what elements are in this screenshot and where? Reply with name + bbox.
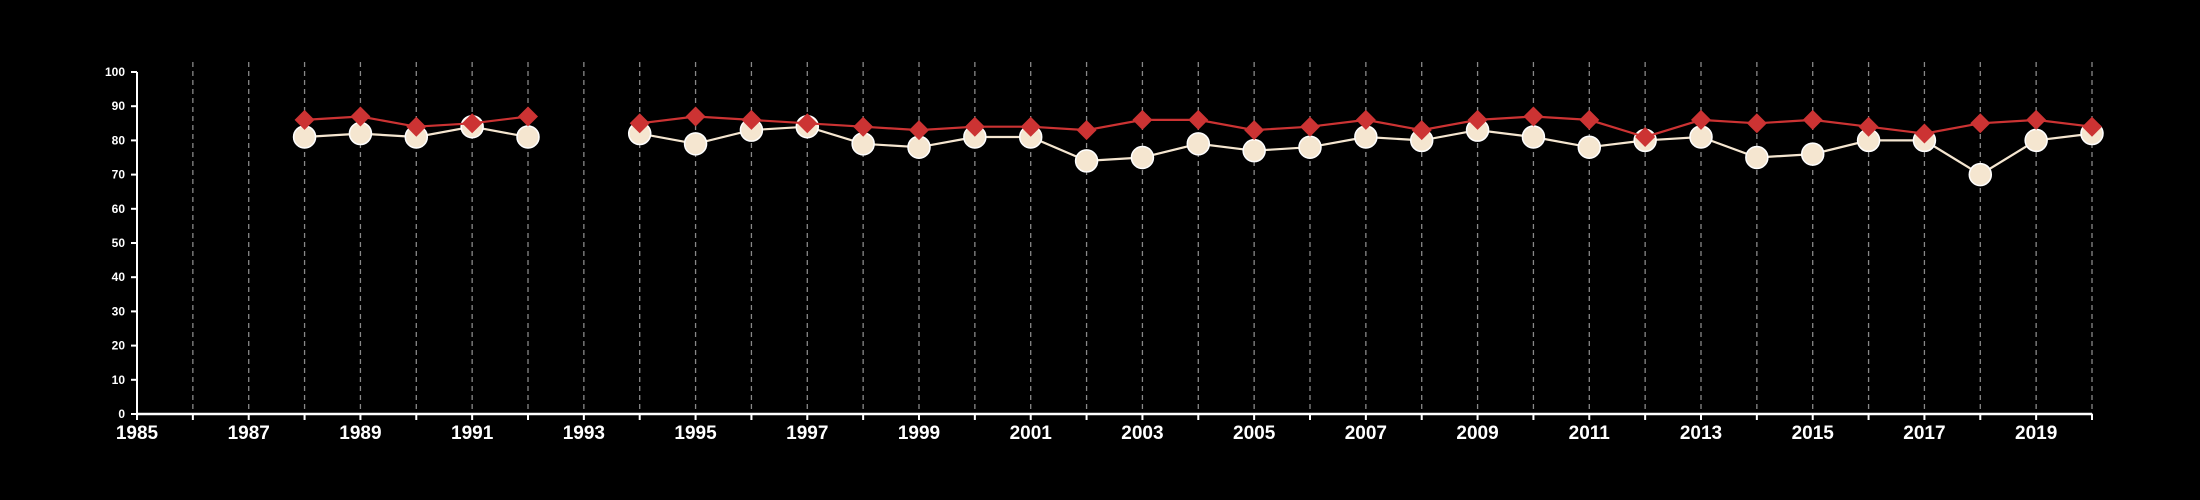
data-point-diamond: [853, 116, 874, 137]
data-point-diamond: [1020, 116, 1041, 137]
y-tick-label: 0: [118, 407, 125, 421]
data-point-circle: [1298, 135, 1322, 159]
x-tick-label: 1995: [674, 423, 717, 444]
data-point-diamond: [1858, 116, 1879, 137]
y-tick-label: 50: [112, 236, 126, 250]
data-point-circle: [683, 132, 708, 156]
data-point-circle: [1968, 162, 1993, 187]
y-tick-label: 20: [112, 339, 126, 353]
data-point-diamond: [1132, 109, 1153, 130]
data-point-diamond: [2082, 116, 2102, 137]
data-point-diamond: [797, 113, 818, 134]
y-tick-label: 100: [105, 65, 125, 79]
data-point-circle: [1074, 149, 1099, 173]
data-point-diamond: [1579, 109, 1600, 130]
y-axis-ticks: 0 10 20 30 40 50 60 70 80 90 100: [105, 65, 137, 421]
data-point-diamond: [1523, 106, 1544, 127]
axes: [136, 72, 2092, 416]
y-tick-label: 30: [112, 304, 126, 318]
x-tick-label: 1993: [563, 423, 605, 444]
series: [292, 106, 2104, 187]
data-point-circle: [1800, 142, 1825, 166]
x-tick-label: 1997: [786, 423, 828, 444]
x-tick-label: 2001: [1010, 423, 1053, 444]
data-point-diamond: [518, 106, 538, 127]
y-tick-label: 40: [112, 270, 126, 284]
data-point-diamond: [741, 109, 762, 130]
data-point-diamond: [1802, 109, 1823, 130]
data-point-diamond: [1244, 120, 1265, 141]
data-point-diamond: [685, 106, 706, 127]
x-tick-label: 2007: [1345, 423, 1387, 444]
data-point-circle: [2024, 128, 2048, 153]
data-point-circle: [1130, 145, 1155, 170]
data-point-circle: [1745, 145, 1769, 170]
x-tick-label: 2009: [1456, 423, 1498, 444]
x-tick-label: 1985: [116, 423, 159, 444]
y-tick-label: 10: [112, 373, 126, 387]
data-point-diamond: [964, 116, 985, 137]
y-tick-label: 80: [112, 133, 126, 147]
y-tick-label: 90: [112, 99, 126, 113]
data-point-diamond: [294, 109, 315, 130]
data-point-diamond: [462, 113, 483, 134]
data-point-diamond: [406, 116, 427, 137]
x-axis-ticks: 1985 1987 1989 1991 1993 1995 1997 1999 2001 2003…: [116, 414, 2093, 444]
x-tick-label: 2015: [1792, 423, 1835, 444]
data-point-diamond: [1188, 109, 1209, 130]
x-tick-label: 2005: [1233, 423, 1276, 444]
x-tick-label: 2017: [1903, 423, 1945, 444]
data-point-circle: [1242, 138, 1266, 163]
data-point-diamond: [1635, 126, 1656, 147]
series-diamond: [294, 106, 2102, 147]
data-point-diamond: [1300, 116, 1320, 137]
data-point-diamond: [909, 120, 929, 141]
data-point-diamond: [629, 113, 650, 134]
x-tick-label: 2013: [1680, 423, 1722, 444]
data-point-diamond: [1746, 113, 1767, 134]
x-tick-label: 2003: [1121, 423, 1163, 444]
data-point-diamond: [1076, 120, 1097, 141]
data-point-circle: [1521, 125, 1546, 149]
data-point-diamond: [1691, 109, 1711, 130]
data-point-diamond: [1970, 113, 1991, 134]
y-tick-label: 70: [112, 168, 126, 182]
data-point-diamond: [1914, 123, 1935, 144]
x-tick-label: 1999: [898, 423, 940, 444]
data-point-circle: [1186, 132, 1211, 156]
x-tick-label: 1987: [228, 423, 270, 444]
x-tick-label: 1991: [451, 423, 494, 444]
data-point-diamond: [350, 106, 371, 127]
data-point-circle: [1577, 135, 1602, 159]
data-point-circle: [516, 125, 540, 149]
data-point-diamond: [1411, 120, 1432, 141]
x-tick-label: 1989: [339, 423, 381, 444]
data-point-diamond: [1467, 109, 1488, 130]
data-point-diamond: [2026, 109, 2047, 130]
y-tick-label: 60: [112, 202, 126, 216]
data-point-diamond: [1355, 109, 1376, 130]
x-tick-label: 2011: [1569, 423, 1611, 444]
x-tick-label: 2019: [2015, 423, 2057, 444]
